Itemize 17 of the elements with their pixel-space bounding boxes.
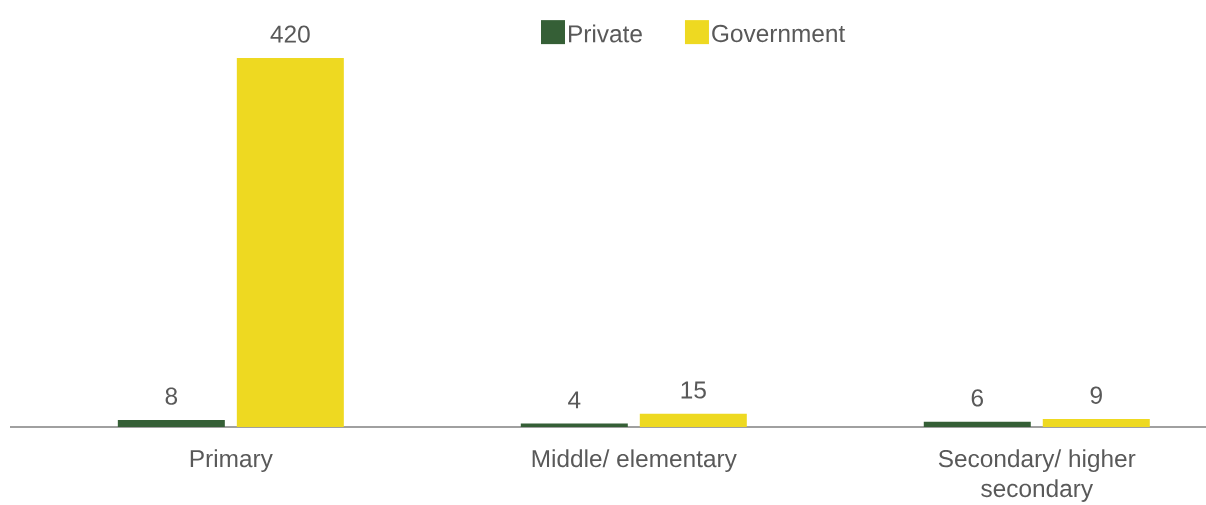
data-label: 8 — [165, 387, 178, 405]
bar — [520, 423, 628, 427]
data-label: 420 — [270, 25, 310, 43]
bar — [923, 421, 1031, 427]
x-tick-label: Secondary/ higher secondary — [938, 449, 1136, 502]
bar — [639, 413, 747, 427]
data-label: 9 — [1090, 386, 1102, 404]
legend-label: Government — [712, 24, 846, 43]
bar — [117, 419, 225, 427]
data-label: 15 — [681, 381, 706, 399]
bar — [236, 58, 344, 427]
data-label: 6 — [971, 389, 983, 407]
bar — [1042, 419, 1150, 427]
x-tick-label: Primary — [190, 449, 273, 473]
x-tick-label: Middle/ elementary — [532, 449, 737, 473]
legend-label: Private — [569, 24, 642, 43]
data-label: 4 — [568, 391, 581, 409]
